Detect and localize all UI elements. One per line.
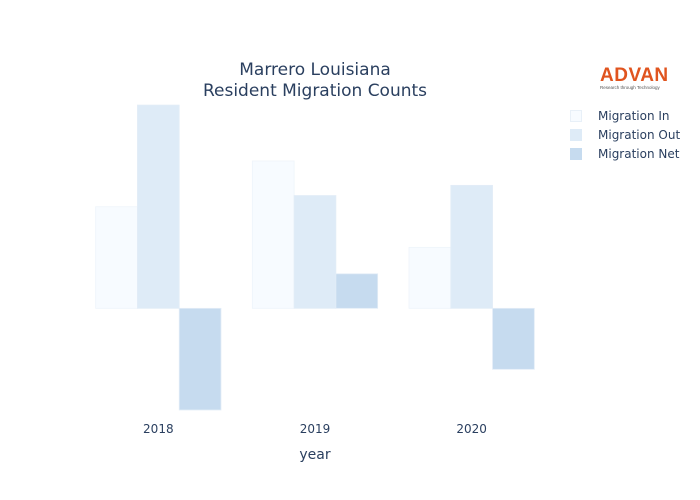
bar-migration-out-2018[interactable] [137,104,180,309]
chart-subtitle: Resident Migration Counts [202,81,428,101]
bar-migration-in-2019[interactable] [251,160,295,309]
x-tick-label: 2018 [143,422,174,436]
legend-label-migration-net: Migration Net [598,146,680,161]
legend-label-migration-out: Migration Out [598,127,681,142]
advan-logo: ADVAN Research through Technology [600,66,672,91]
x-tick-label: 2019 [300,422,331,436]
bar-migration-in-2018[interactable] [95,206,138,309]
x-axis-title: year [299,447,331,463]
bar-migration-in-2020[interactable] [408,246,452,309]
legend-swatch-migration-out [570,128,582,141]
bar-migration-net-2020[interactable] [492,307,535,370]
legend-swatch-migration-net [570,147,582,160]
bar-migration-net-2018[interactable] [178,307,222,411]
chart-legend[interactable]: Migration In Migration Out Migration Net [570,106,680,163]
logo-wordmark: ADVAN [600,65,669,86]
legend-item-migration-in[interactable]: Migration In [570,106,680,125]
legend-swatch-migration-in [570,109,582,122]
chart-title: Marrero Louisiana [239,60,391,80]
x-tick-label: 2020 [456,422,487,436]
legend-item-migration-out[interactable]: Migration Out [570,125,680,144]
logo-tagline: Research through Technology [600,85,660,90]
bar-migration-net-2019[interactable] [335,273,379,309]
bar-migration-out-2019[interactable] [293,195,337,309]
legend-label-migration-in: Migration In [598,108,670,123]
legend-item-migration-net[interactable]: Migration Net [570,144,680,163]
bar-migration-out-2020[interactable] [450,184,493,309]
